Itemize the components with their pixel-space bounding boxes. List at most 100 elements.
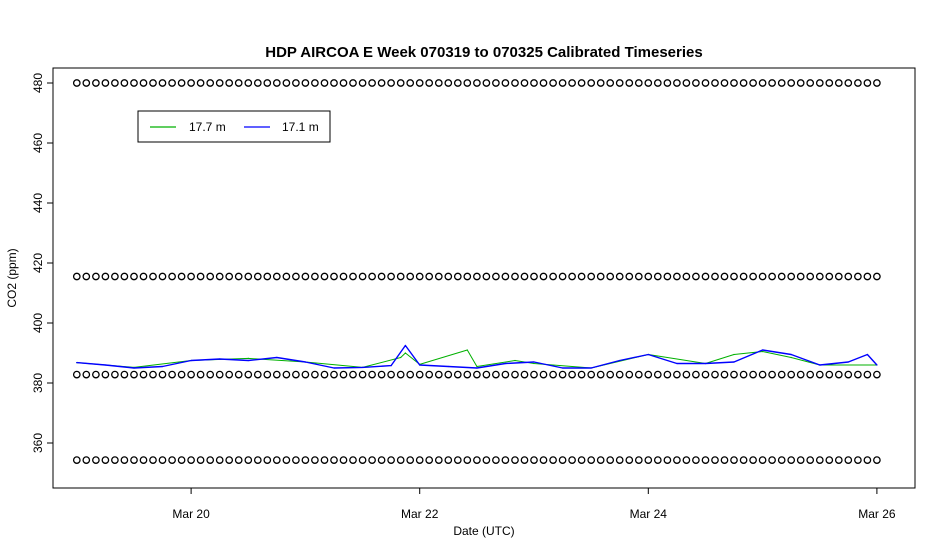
calibration-point (158, 370, 167, 379)
calibration-point (82, 79, 91, 87)
calibration-point (644, 370, 653, 379)
calibration-point (834, 370, 843, 379)
calibration-point (111, 79, 119, 87)
calibration-point (311, 272, 319, 281)
calibration-point (834, 272, 843, 281)
calibration-point (149, 456, 157, 464)
calibration-point (82, 370, 91, 379)
calibration-point (530, 456, 538, 464)
calibration-point (263, 456, 272, 464)
calibration-point (777, 79, 786, 87)
legend-label: 17.1 m (282, 120, 319, 134)
calibration-point (482, 456, 491, 464)
calibration-point (749, 370, 757, 379)
series-point (762, 349, 764, 351)
calibration-point (101, 456, 110, 464)
calibration-point (739, 370, 748, 379)
calibration-point (634, 456, 643, 464)
y-tick-label: 480 (31, 73, 45, 93)
calibration-point (406, 456, 415, 464)
calibration-point (682, 370, 691, 379)
calibration-point (568, 79, 576, 87)
calibration-point (625, 370, 634, 379)
calibration-point (444, 456, 453, 464)
calibration-point (415, 456, 424, 464)
calibration-point (634, 272, 643, 281)
calibration-point (520, 272, 529, 281)
plot-frame (52, 67, 916, 489)
calibration-point (577, 79, 586, 87)
series-point (276, 356, 278, 359)
calibration-point (873, 272, 881, 281)
calibration-point (606, 272, 615, 281)
series-point (847, 361, 849, 363)
calibration-point (663, 370, 672, 379)
series-point (466, 349, 468, 351)
calibration-point (272, 272, 281, 281)
calibration-point (463, 456, 472, 464)
calibration-point (301, 370, 310, 379)
calibration-point (234, 272, 243, 281)
calibration-point (806, 370, 815, 379)
calibration-point (653, 370, 662, 379)
calibration-point (587, 79, 596, 87)
series-line-1 (76, 344, 878, 369)
legend-label: 17.7 m (189, 120, 226, 134)
calibration-point (577, 370, 586, 379)
calibration-point (206, 79, 215, 87)
y-tick-label: 420 (31, 253, 45, 273)
calibration-point (272, 79, 281, 87)
calibration-point (453, 79, 462, 87)
calibration-point (425, 456, 434, 464)
calibration-point (720, 456, 729, 464)
calibration-point (806, 272, 815, 281)
calibration-point (854, 272, 862, 281)
calibration-point (806, 456, 815, 464)
calibration-point (530, 370, 538, 379)
calibration-point (634, 370, 643, 379)
calibration-point (244, 79, 253, 87)
calibration-point (101, 370, 110, 379)
calibration-point (434, 79, 443, 87)
calibration-point (549, 272, 557, 281)
series-point (161, 365, 164, 368)
calibration-point (349, 370, 357, 379)
calibration-point (387, 272, 395, 281)
calibration-point (625, 272, 634, 281)
x-tick-label: Mar 24 (630, 507, 668, 521)
calibration-point (615, 79, 624, 87)
calibration-point (768, 272, 776, 281)
calibration-point (530, 272, 538, 281)
calibration-point (463, 79, 472, 87)
calibration-point (434, 272, 443, 281)
calibration-point (625, 79, 634, 87)
series-point (762, 350, 764, 353)
calibration-point (358, 79, 367, 87)
calibration-point (673, 79, 681, 87)
calibration-point (625, 456, 634, 464)
calibration-point (158, 456, 167, 464)
calibration-point (187, 79, 195, 87)
calibration-point (215, 456, 224, 464)
calibration-point (234, 370, 243, 379)
calibration-point (473, 79, 481, 87)
calibration-point (682, 456, 691, 464)
calibration-point (701, 370, 710, 379)
calibration-point (225, 456, 234, 464)
calibration-point (730, 456, 738, 464)
calibration-point (730, 272, 738, 281)
calibration-point (463, 370, 472, 379)
calibration-point (396, 370, 405, 379)
calibration-point (777, 272, 786, 281)
calibration-point (539, 456, 548, 464)
calibration-point (615, 272, 624, 281)
series-point (790, 353, 792, 356)
calibration-point (111, 272, 119, 281)
series-point (219, 358, 221, 360)
calibration-point (168, 79, 176, 87)
calibration-point (130, 272, 138, 281)
calibration-point (825, 272, 834, 281)
x-axis-label: Date (UTC) (453, 524, 514, 538)
calibration-point (330, 370, 338, 379)
calibration-point (453, 456, 462, 464)
